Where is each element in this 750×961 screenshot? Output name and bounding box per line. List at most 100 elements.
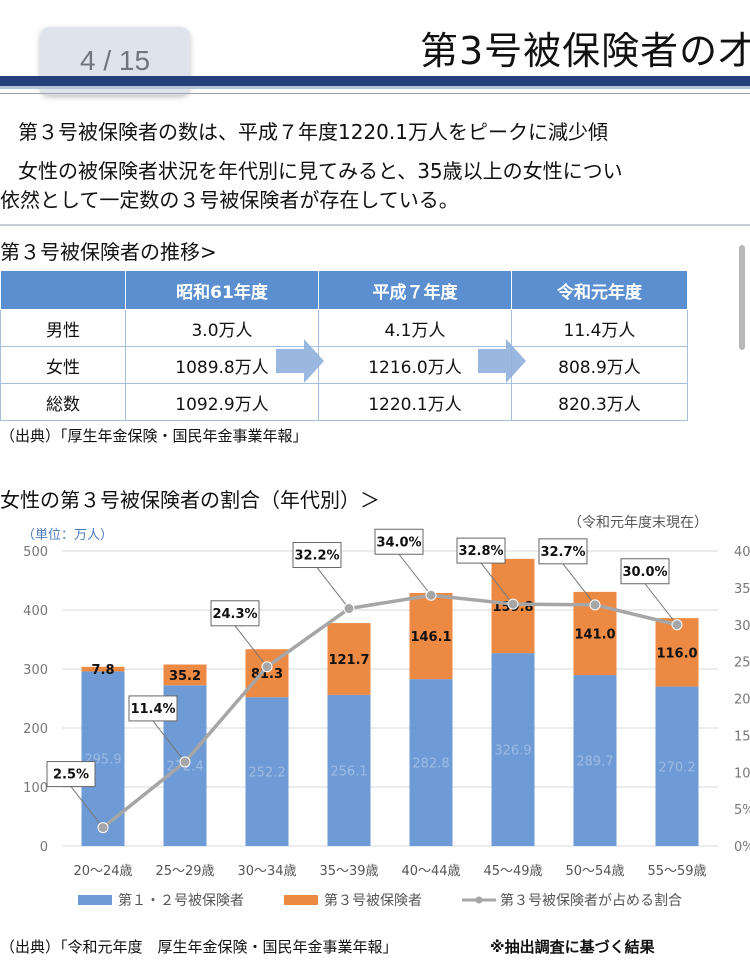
y-left-tick-label: 100 [23,781,48,796]
line-data-label: 32.2% [294,549,339,564]
callout-box [128,695,178,722]
callout-leader [480,562,514,605]
table-header-heisei7: 平成７年度 [317,270,512,310]
callout-leader [70,786,104,828]
table-row: 男性 3.0万人 4.1万人 11.4万人 [0,309,689,347]
title-divider [0,93,750,94]
y-right-tick-label: 35 [734,582,750,597]
y-left-tick-label: 400 [23,604,48,619]
row-label-female: 女性 [0,346,126,384]
callout-box [46,761,96,788]
legend-marker [475,896,483,904]
line-marker [589,599,601,611]
line-data-label: 24.3% [212,607,257,622]
line-data-label: 11.4% [130,702,175,717]
table-cell: 3.0万人 [125,309,319,347]
scrollbar[interactable] [739,245,745,350]
bar-segment-12 [409,679,453,846]
bar-data-label: 146.1 [410,630,451,645]
bar-data-label: 270.2 [658,760,695,775]
table-heading: 第３号被保険者の推移> [0,240,217,264]
bar-segment-3 [163,664,207,686]
callout-box [456,537,506,564]
y-left-tick-label: 500 [23,545,48,560]
as-of-label: （令和元年度末現在） [568,515,708,531]
table-header-showa61: 昭和61年度 [125,270,319,310]
table-row: 女性 1089.8万人 1216.0万人 808.9万人 [0,346,689,384]
callout-box [374,528,424,555]
y-right-tick-label: 20 [734,693,750,708]
y-left-tick-label: 0 [40,840,48,855]
stacked-bar-chart: 0 100 200 300 400 500 0% 5% 10 15 20 25 30 35 40 （単位：万人… [22,515,750,909]
bar-segment-12 [245,697,289,846]
callout-leader [644,583,678,626]
chart-footnote: ※抽出調査に基づく結果 [490,938,655,956]
line-marker [507,598,519,610]
line-marker [97,822,109,834]
y-right-tick-label: 5% [734,803,750,818]
legend-label: 第３号被保険者 [324,892,422,909]
legend-swatch-3 [284,895,318,905]
legend-swatch-12 [78,895,112,905]
x-tick-label: 20～24歳 [73,864,132,879]
line-marker [343,603,355,615]
trend-arrow-icon [276,339,324,383]
title-underline-bar [0,76,750,86]
y-right-tick-label: 15 [734,729,750,744]
y-left-tick-label: 300 [23,663,48,678]
bar-segment-3 [409,592,453,680]
x-tick-label: 50～54歳 [565,864,624,879]
bar-data-label: 326.9 [494,744,531,759]
line-data-label: 2.5% [53,768,89,783]
callout-leader [398,553,432,596]
table-header-blank [0,270,126,310]
y-right-tick-label: 30 [734,619,750,634]
table-header-row: 昭和61年度 平成７年度 令和元年度 [0,270,689,310]
table-cell: 1220.1万人 [317,383,512,421]
line-data-label: 32.8% [458,544,503,559]
line-marker [261,661,273,673]
table-cell: 808.9万人 [510,346,689,384]
chart-source-note: （出典）「令和元年度 厚生年金保険・国民年金事業年報」 [0,938,398,956]
table-header-reiwa1: 令和元年度 [510,270,689,310]
callout-leader [316,567,350,609]
callout-box [292,542,342,569]
slide-title-overflow-char: 才 [718,29,750,73]
y-right-tick-label: 10 [734,766,750,781]
callout-leader [152,720,186,763]
line-data-label: 30.0% [622,565,667,580]
x-tick-label: 35～39歳 [319,864,378,879]
legend-label: 第１・２号被保険者 [118,892,244,909]
bar-data-label: 289.7 [576,755,613,770]
bar-segment-12 [327,694,371,846]
slide-title-text: 第3号被保険者の [420,29,719,73]
callout-box [538,538,588,565]
callout-box [210,600,260,627]
unit-label: （単位：万人） [22,527,113,543]
intro-line-2: 女性の被保険者状況を年代別に見てみると、35歳以上の女性につい [18,159,623,183]
x-tick-label: 40～44歳 [401,864,460,879]
bar-data-label: 7.8 [91,663,114,678]
insured-trend-table: 昭和61年度 平成７年度 令和元年度 男性 3.0万人 4.1万人 11.4万人… [0,270,689,421]
table-source-note: （出典）「厚生年金保険・国民年金事業年報」 [0,427,308,445]
slide-title: 第3号被保険者の才 [420,20,750,75]
bar-data-label: 252.2 [248,766,285,781]
bar-data-label: 116.0 [656,646,697,661]
line-data-label: 34.0% [376,535,421,550]
title-underline-accent [0,86,750,89]
callout-box [620,558,670,585]
bar-segment-12 [573,675,617,846]
table-row: 総数 1092.9万人 1220.1万人 820.3万人 [0,383,689,421]
y-left-tick-label: 200 [23,722,48,737]
section-divider [0,224,750,226]
x-tick-label: 55～59歳 [647,864,706,879]
y-right-tick-label: 0% [734,840,750,855]
y-right-tick-label: 25 [734,656,750,671]
x-tick-label: 30～34歳 [237,864,296,879]
bar-segment-12 [491,653,535,846]
bar-data-label: 35.2 [169,669,201,684]
chart-heading: 女性の第３号被保険者の割合（年代別）＞ [0,488,380,512]
line-marker [671,619,683,631]
intro-line-3: 依然として一定数の３号被保険者が存在している。 [0,188,459,212]
bar-data-label: 256.1 [330,764,367,779]
